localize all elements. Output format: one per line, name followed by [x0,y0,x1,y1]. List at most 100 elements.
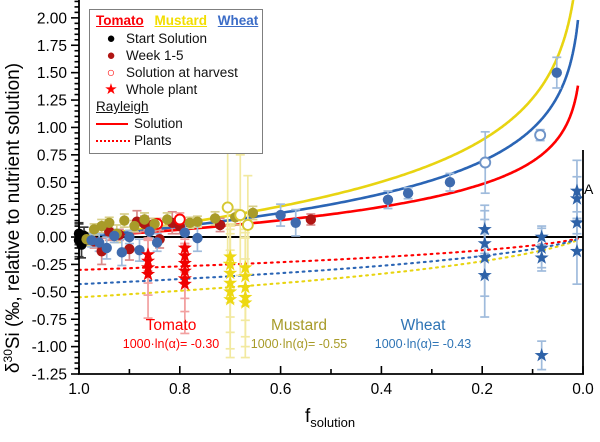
data-point-wheat-whole-plant [569,191,584,205]
rayleigh-solution-curve-wheat [78,19,580,239]
data-point-wheat-whole-plant [569,183,584,197]
filled-circle-icon: ● [106,30,116,47]
legend-item-label: Solution at harvest [126,65,238,80]
data-point-wheat-whole-plant [477,236,492,250]
legend-species-header: Tomato Mustard Wheat [96,13,259,28]
data-point-wheat-whole-plant [477,222,492,236]
data-point-wheat-week-1-5 [290,217,301,228]
y-tick-label: 0.50 [37,175,68,192]
x-tick-label: 1.0 [68,381,90,398]
data-point-wheat-whole-plant [534,348,549,362]
rayleigh-plants-curve-wheat [77,238,580,286]
legend-item-label: Plants [134,133,172,148]
legend-header-mustard: Mustard [154,13,208,28]
data-point-wheat-whole-plant [477,250,492,264]
data-point-mustard-whole-plant [223,265,238,280]
y-tick-label: -1.25 [32,367,67,384]
annotation-title: Mustard [270,317,327,334]
y-axis-title-text: Si (‰, relative to nutrient solution) [3,62,25,350]
y-tick-label: 1.25 [37,93,67,110]
data-point-mustard-week-1-5 [209,213,221,224]
data-point-mustard-whole-plant [223,292,238,306]
rayleigh-plants-curve-tomato [77,237,580,271]
annotation-title: Tomato [145,317,197,334]
data-point-wheat-whole-plant [534,229,549,243]
solid-line-icon [96,122,128,125]
x-tick-label: 0.0 [572,381,594,398]
filled-circle-icon: ● [106,47,116,64]
data-point-wheat-week-1-5 [101,242,112,254]
data-point-wheat-week-1-5 [179,227,191,238]
data-point-mustard-whole-plant [223,275,238,289]
data-point-wheat-whole-plant [477,268,492,282]
annotation-value: 1000·ln(α)= -0.30 [122,337,220,351]
data-point-mustard-whole-plant [238,260,253,274]
data-point-wheat-week-1-5 [124,231,135,243]
legend-item-solution-at-harvest: ○ Solution at harvest [96,64,256,81]
annotation-wheat: Wheat 1000·ln(α)= -0.43 [375,317,472,351]
rayleigh-plants-curve-mustard [77,238,580,299]
legend-item-start-solution: ● Start Solution [96,30,256,47]
data-point-mustard-whole-plant [238,269,253,283]
data-point-tomato-whole-plant [177,276,192,291]
data-point-tomato-whole-plant [177,263,192,277]
y-axis-title: δ30Si (‰, relative to nutrient solution) [1,63,25,373]
data-point-mustard-whole-plant [238,280,253,294]
data-point-mustard-week-1-5 [162,214,173,225]
annotation-title: Wheat [400,317,446,334]
data-point-wheat-week-1-5 [144,226,155,237]
data-point-tomato-whole-plant [177,255,192,270]
legend-header-tomato: Tomato [96,13,144,28]
legend-item-week-1-5: ● Week 1-5 [96,47,256,64]
legend-item-label: Week 1-5 [126,48,184,63]
data-point-wheat-week-1-5 [551,67,562,78]
star-icon: ★ [104,81,118,98]
data-point-wheat-whole-plant [534,240,549,254]
isotope-superscript: 30 [0,349,15,363]
y-tick-label: -0.25 [32,257,67,274]
data-point-mustard-whole-plant [238,295,253,309]
data-point-tomato-whole-plant [141,253,156,268]
y-tick-label: -0.50 [32,284,68,301]
legend-header-wheat: Wheat [217,13,259,28]
annotation-value: 1000·ln(α)= -0.55 [250,337,348,351]
dotted-line-icon [96,139,130,142]
y-tick-label: 2.00 [37,10,68,27]
x-axis-title: fsolution [305,406,355,430]
data-point-mustard-whole-plant [223,284,238,298]
annotation-tomato: Tomato 1000·ln(α)= -0.30 [123,317,220,351]
data-point-mustard-week-1-5 [149,218,160,230]
data-point-tomato-week-1-5 [305,214,317,225]
data-point-wheat-week-1-5 [382,194,394,205]
data-point-wheat-week-1-5 [402,187,414,199]
data-point-tomato-whole-plant [177,248,192,262]
data-point-wheat-solution-at-harvest [534,129,547,142]
data-point-wheat-week-1-5 [444,177,456,188]
data-point-mustard-week-1-5 [104,217,115,228]
data-point-wheat-week-1-5 [109,230,120,242]
data-point-mustard-solution-at-harvest [221,201,234,214]
y-tick-label: -0.75 [32,312,67,329]
y-tick-label: 0.00 [37,230,68,247]
x-tick-label: 0.8 [169,381,191,398]
legend-section-rayleigh: Rayleigh [96,99,149,114]
legend-item-whole-plant: ★ Whole plant [96,81,256,98]
data-point-wheat-week-1-5 [192,232,203,244]
legend-item-label: Solution [134,116,183,131]
annotation-mustard: Mustard 1000·ln(α)= -0.55 [251,317,348,351]
y-tick-label: 0.75 [37,147,67,164]
data-point-tomato-solution-at-harvest [173,213,186,226]
data-point-wheat-whole-plant [569,243,584,258]
legend-item-label: Whole plant [126,82,198,97]
x-axis-title-text: f [304,406,311,427]
data-point-wheat-week-1-5 [151,237,163,248]
legend: Tomato Mustard Wheat ● Start Solution ● … [89,9,263,154]
data-point-mustard-solution-at-harvest [234,209,247,222]
data-point-tomato-whole-plant [177,240,192,254]
legend-item-label: Start Solution [126,31,208,46]
data-point-mustard-whole-plant [223,257,238,271]
legend-item-solution-line: Solution [96,115,256,132]
y-tick-label: 1.75 [37,38,67,55]
